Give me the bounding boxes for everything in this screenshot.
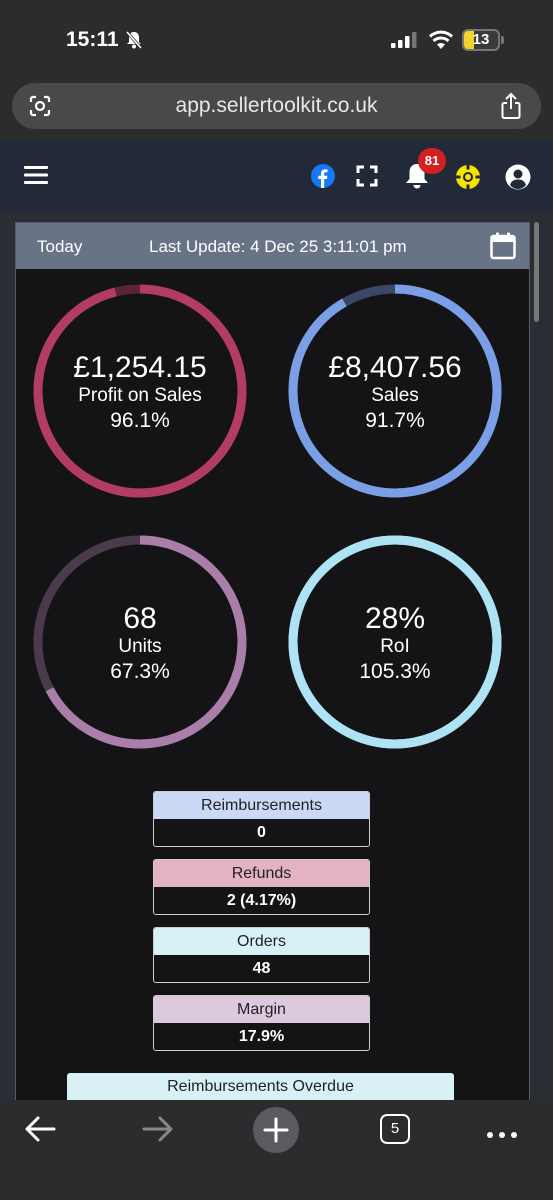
more-options-icon[interactable] bbox=[486, 1126, 518, 1144]
profit-gauge: £1,254.15 Profit on Sales 96.1% bbox=[32, 283, 248, 499]
stat-title: Reimbursements bbox=[154, 792, 369, 819]
gauge-percent: 96.1% bbox=[110, 409, 170, 432]
reimbursements-overdue-box[interactable]: Reimbursements Overdue bbox=[67, 1073, 454, 1100]
gauge-fill bbox=[288, 284, 502, 498]
app-header: 81 bbox=[0, 140, 553, 212]
period-label[interactable]: Today bbox=[37, 237, 83, 256]
menu-icon[interactable] bbox=[24, 165, 48, 190]
gauge-percent: 105.3% bbox=[359, 660, 431, 683]
stat-title: Orders bbox=[154, 928, 369, 955]
gauge-percent: 91.7% bbox=[365, 409, 425, 432]
dashboard-card: Today Last Update: 4 Dec 25 3:11:01 pm £… bbox=[15, 222, 530, 1100]
stat-title: Refunds bbox=[154, 860, 369, 887]
gauge-value: 28% bbox=[364, 602, 426, 635]
lens-icon[interactable] bbox=[28, 94, 52, 123]
calendar-icon[interactable] bbox=[490, 232, 516, 265]
sales-gauge: £8,407.56 Sales 91.7% bbox=[287, 283, 503, 499]
forward-arrow-icon[interactable] bbox=[142, 1115, 174, 1148]
stat-title: Reimbursements Overdue bbox=[167, 1078, 354, 1095]
units-gauge: 68 Units 67.3% bbox=[32, 534, 248, 750]
new-tab-button[interactable] bbox=[253, 1107, 299, 1153]
refunds-box[interactable]: Refunds 2 (4.17%) bbox=[153, 859, 370, 915]
tab-switcher-button[interactable]: 5 bbox=[380, 1114, 410, 1144]
gauge-fill bbox=[33, 535, 247, 749]
gauge-fill bbox=[288, 535, 502, 749]
battery-level: 13 bbox=[472, 31, 490, 48]
gauge-percent: 67.3% bbox=[110, 660, 170, 683]
gauge-value: £1,254.15 bbox=[73, 351, 207, 384]
facebook-icon[interactable] bbox=[311, 164, 335, 193]
roi-gauge: 28% RoI 105.3% bbox=[287, 534, 503, 750]
orders-box[interactable]: Orders 48 bbox=[153, 927, 370, 983]
main-content: Today Last Update: 4 Dec 25 3:11:01 pm £… bbox=[0, 212, 553, 1100]
browser-toolbar: app.sellertoolkit.co.uk bbox=[0, 78, 553, 140]
status-time: 15:11 bbox=[66, 28, 119, 51]
gauge-label: Profit on Sales bbox=[78, 385, 202, 406]
fullscreen-icon[interactable] bbox=[356, 165, 378, 192]
last-update-text: Last Update: 4 Dec 25 3:11:01 pm bbox=[149, 237, 407, 256]
scrollbar[interactable] bbox=[534, 222, 539, 322]
plus-icon bbox=[263, 1117, 289, 1143]
margin-box[interactable]: Margin 17.9% bbox=[153, 995, 370, 1051]
back-arrow-icon[interactable] bbox=[24, 1115, 56, 1148]
gauge-label: RoI bbox=[380, 636, 410, 657]
stat-value: 48 bbox=[252, 960, 271, 977]
card-header: Today Last Update: 4 Dec 25 3:11:01 pm bbox=[16, 223, 529, 269]
gauge-label: Sales bbox=[371, 385, 419, 406]
share-icon[interactable] bbox=[499, 92, 523, 125]
wifi-icon bbox=[428, 30, 454, 55]
stat-value: 17.9% bbox=[238, 1028, 285, 1045]
user-account-icon[interactable] bbox=[505, 164, 531, 195]
reimbursements-box[interactable]: Reimbursements 0 bbox=[153, 791, 370, 847]
status-bar: 15:11 13 bbox=[0, 0, 553, 78]
signal-icon bbox=[391, 32, 417, 53]
gauge-fill bbox=[33, 284, 247, 498]
address-bar[interactable]: app.sellertoolkit.co.uk bbox=[12, 83, 541, 129]
stat-value: 0 bbox=[257, 824, 266, 841]
notification-count-badge: 81 bbox=[418, 148, 446, 174]
lifebuoy-icon[interactable] bbox=[455, 164, 481, 195]
gauge-value: 68 bbox=[123, 602, 157, 635]
stat-title: Margin bbox=[154, 996, 369, 1023]
browser-bottom-bar: 5 bbox=[0, 1100, 553, 1200]
stat-value: 2 (4.17%) bbox=[226, 892, 297, 909]
silent-bell-icon bbox=[124, 30, 144, 55]
gauge-label: Units bbox=[118, 636, 162, 657]
gauge-value: £8,407.56 bbox=[328, 351, 462, 384]
url-text: app.sellertoolkit.co.uk bbox=[175, 94, 378, 117]
battery-icon: 13 bbox=[462, 29, 500, 51]
